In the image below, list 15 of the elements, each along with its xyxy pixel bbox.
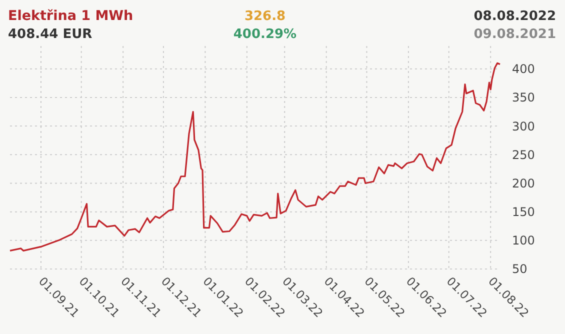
text: 08.08.2022 [474,9,556,24]
line-series [9,62,501,252]
y-tick-label: 350 [512,90,535,105]
y-tick-label: 300 [512,119,535,134]
text: 09.08.2021 [474,27,556,42]
y-tick-label: 50 [512,262,528,276]
y-tick-label: 200 [512,176,535,190]
text: 408.44 EUR [8,27,92,42]
y-tick-label: 150 [512,205,535,220]
y-tick-label: 250 [512,148,535,162]
text: 326.8 [244,9,286,24]
text: 400.29% [233,27,297,42]
y-tick-label: 400 [512,62,535,76]
y-tick-label: 100 [512,234,535,248]
chart-title: Elektřina 1 MWh [8,8,134,24]
